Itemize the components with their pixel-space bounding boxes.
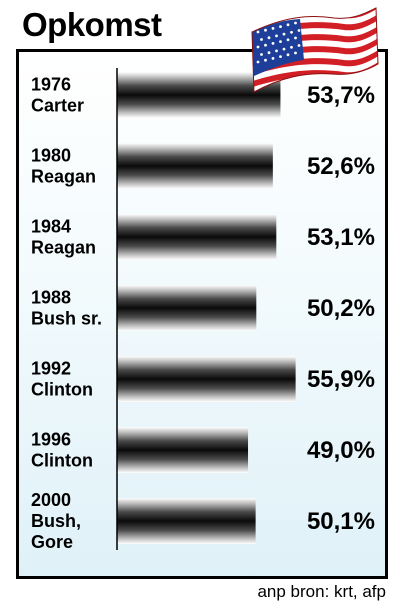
category-label: Bush, [31, 511, 81, 531]
bar [117, 356, 296, 402]
bar [117, 143, 273, 189]
chart-frame: 1976 Carter 53,7% 1980 Reagan 52,6% 1984 Reagan… [16, 49, 388, 579]
value-label: 53,7% [307, 82, 375, 109]
bar [117, 498, 256, 544]
bar [117, 285, 257, 331]
category-label: 1992 [31, 359, 71, 379]
category-label: Reagan [31, 238, 96, 258]
category-label: 1988 [31, 288, 71, 308]
category-label: 1980 [31, 146, 71, 166]
chart-title: Opkomst [22, 6, 162, 43]
category-label: Gore [31, 532, 73, 552]
category-label: Clinton [31, 380, 93, 400]
us-flag-icon [251, 7, 379, 93]
bar [117, 427, 249, 473]
category-label: Carter [31, 96, 84, 116]
value-label: 49,0% [307, 437, 375, 464]
value-label: 53,1% [307, 224, 375, 251]
value-label: 50,1% [307, 508, 375, 535]
category-label: 1984 [31, 217, 71, 237]
value-label: 52,6% [307, 153, 375, 180]
bar [117, 214, 277, 260]
category-label: Bush sr. [31, 309, 102, 329]
source-credit: anp bron: krt, afp [257, 582, 386, 601]
category-label: Clinton [31, 451, 93, 471]
category-label: 1976 [31, 75, 71, 95]
category-label: Reagan [31, 167, 96, 187]
value-label: 50,2% [307, 295, 375, 322]
category-label: 1996 [31, 430, 71, 450]
value-label: 55,9% [307, 366, 375, 393]
category-label: 2000 [31, 490, 71, 510]
